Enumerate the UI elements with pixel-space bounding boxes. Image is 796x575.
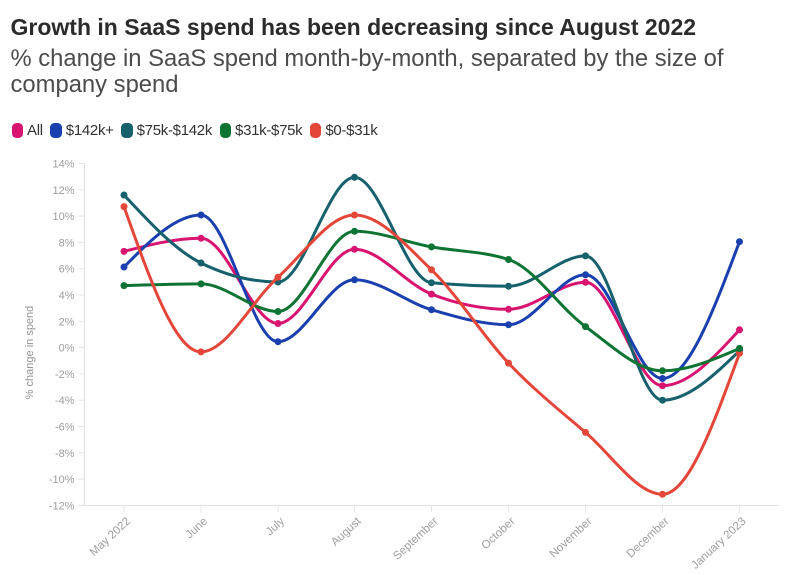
svg-text:July: July bbox=[264, 515, 287, 538]
svg-text:10%: 10% bbox=[52, 211, 74, 223]
svg-text:May 2022: May 2022 bbox=[88, 515, 133, 558]
svg-text:0%: 0% bbox=[59, 343, 75, 355]
svg-text:8%: 8% bbox=[59, 237, 75, 249]
svg-text:2%: 2% bbox=[59, 316, 75, 328]
svg-text:September: September bbox=[391, 515, 440, 562]
svg-text:6%: 6% bbox=[59, 264, 75, 276]
svg-text:-2%: -2% bbox=[55, 369, 75, 381]
svg-text:-10%: -10% bbox=[49, 474, 75, 486]
svg-text:-6%: -6% bbox=[55, 422, 75, 434]
svg-text:-8%: -8% bbox=[55, 448, 75, 460]
svg-text:14%: 14% bbox=[52, 159, 74, 171]
svg-text:% change in spend: % change in spend bbox=[24, 306, 36, 400]
svg-text:-4%: -4% bbox=[55, 395, 75, 407]
svg-text:January 2023: January 2023 bbox=[689, 515, 748, 571]
svg-text:November: November bbox=[548, 515, 595, 560]
svg-text:June: June bbox=[184, 515, 210, 541]
svg-text:August: August bbox=[329, 515, 364, 549]
svg-text:December: December bbox=[625, 515, 672, 560]
svg-text:4%: 4% bbox=[59, 290, 75, 302]
svg-text:October: October bbox=[479, 515, 517, 552]
svg-text:12%: 12% bbox=[52, 185, 74, 197]
svg-text:-12%: -12% bbox=[49, 500, 75, 512]
